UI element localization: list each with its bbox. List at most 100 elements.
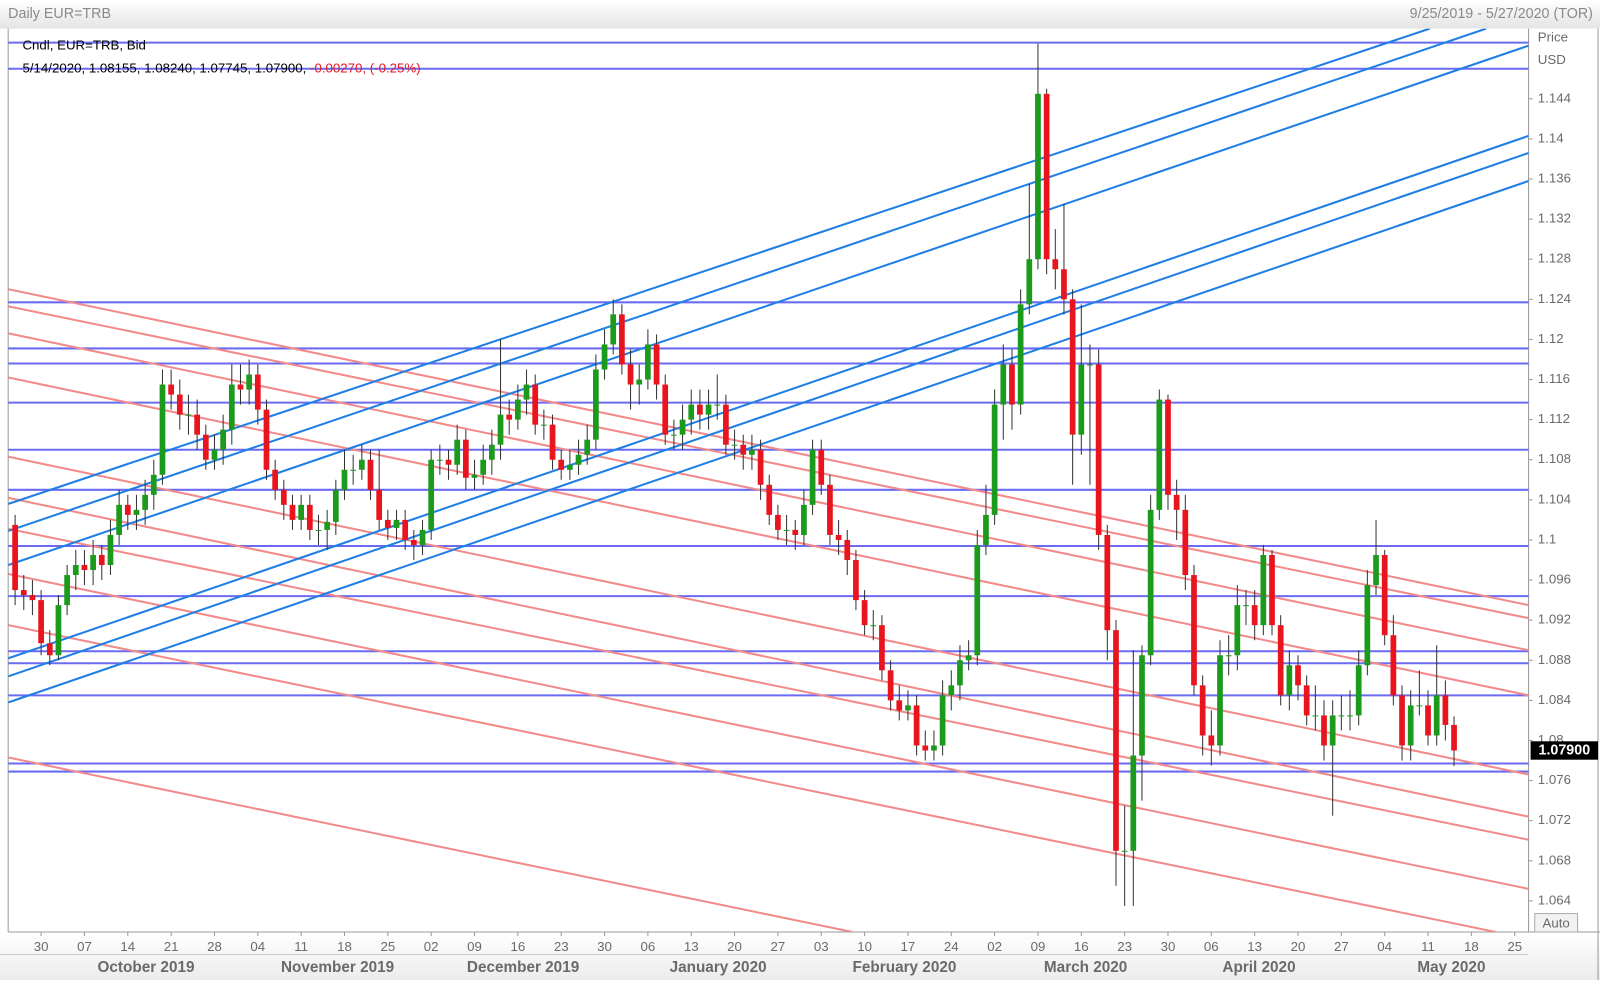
candle-body bbox=[974, 544, 981, 656]
legend-values: 5/14/2020, 1.08155, 1.08240, 1.07745, 1.… bbox=[22, 60, 420, 75]
legend: Cndl, EUR=TRB, Bid 5/14/2020, 1.08155, 1… bbox=[22, 37, 420, 74]
candle-body bbox=[1338, 715, 1345, 717]
candle-body bbox=[671, 434, 677, 436]
candle-body bbox=[1364, 585, 1371, 666]
candle-body bbox=[38, 600, 44, 644]
candle-body bbox=[749, 449, 755, 455]
x-tick-label: 27 bbox=[771, 939, 786, 954]
candle-body bbox=[1165, 399, 1171, 495]
candle-body bbox=[384, 519, 391, 528]
x-tick-label: 16 bbox=[1074, 939, 1089, 954]
x-tick-label: 18 bbox=[1464, 939, 1479, 954]
candle-body bbox=[436, 459, 443, 461]
candle-body bbox=[679, 419, 686, 435]
y-tick-label: 1.132 bbox=[1538, 211, 1571, 226]
candle-body bbox=[1234, 605, 1241, 656]
candle-body bbox=[194, 414, 200, 435]
candle-body bbox=[575, 454, 582, 465]
candle-body bbox=[1390, 635, 1397, 696]
candle-body bbox=[176, 394, 183, 415]
candle-body bbox=[1043, 93, 1050, 260]
trend-line bbox=[8, 151, 1529, 678]
date-range: 9/25/2019 - 5/27/2020 (TOR) bbox=[1410, 6, 1593, 22]
plot-area bbox=[8, 28, 1529, 932]
x-tick-label: 18 bbox=[337, 939, 352, 954]
candle-body bbox=[1000, 364, 1007, 405]
y-tick-label: 1.108 bbox=[1538, 451, 1571, 466]
y-axis-unit: USD bbox=[1538, 52, 1566, 67]
header-bar bbox=[0, 0, 1600, 29]
legend-title: Cndl, EUR=TRB, Bid bbox=[22, 37, 145, 52]
candle-body bbox=[1312, 715, 1319, 717]
x-tick-label: 30 bbox=[34, 939, 49, 954]
candle-body bbox=[697, 404, 703, 415]
x-tick-label: 20 bbox=[1291, 939, 1306, 954]
candle-body bbox=[1295, 665, 1301, 686]
x-tick-label: 09 bbox=[467, 939, 482, 954]
candle-body bbox=[116, 504, 122, 535]
y-tick-label: 1.104 bbox=[1538, 491, 1571, 506]
candle-body bbox=[532, 384, 539, 425]
candle-body bbox=[809, 449, 816, 505]
candle-body bbox=[272, 469, 279, 490]
trend-line bbox=[8, 756, 853, 932]
y-tick-label: 1.064 bbox=[1538, 892, 1571, 907]
legend-change: -0.00270, bbox=[310, 60, 366, 75]
candle-body bbox=[584, 439, 591, 455]
candle-body bbox=[1381, 554, 1388, 636]
candle-body bbox=[757, 449, 764, 485]
month-label: February 2020 bbox=[853, 959, 957, 976]
candle-body bbox=[653, 344, 660, 385]
candle-body bbox=[1399, 695, 1405, 746]
candle-body bbox=[1321, 715, 1327, 746]
auto-button[interactable] bbox=[1534, 913, 1579, 933]
candle-body bbox=[254, 374, 261, 410]
y-tick-label: 1.14 bbox=[1538, 130, 1564, 145]
last-price-label: 1.07900 bbox=[1538, 742, 1590, 758]
y-tick-label: 1.144 bbox=[1538, 90, 1571, 105]
auto-label[interactable]: Auto bbox=[1543, 915, 1570, 930]
candle-body bbox=[1061, 269, 1067, 300]
candle-body bbox=[159, 384, 166, 475]
candle-body bbox=[1130, 755, 1137, 851]
candle-body bbox=[1225, 655, 1232, 657]
candle-body bbox=[1087, 364, 1093, 366]
x-tick-label: 28 bbox=[207, 939, 222, 954]
x-tick-label: 23 bbox=[1117, 939, 1132, 954]
candle-body bbox=[853, 560, 859, 601]
legend-high: 1.08240, bbox=[144, 60, 196, 75]
trend-line bbox=[8, 573, 1529, 890]
candle-body bbox=[1243, 605, 1249, 607]
candle-body bbox=[228, 384, 235, 430]
candle-body bbox=[367, 459, 374, 490]
candle-body bbox=[471, 474, 478, 478]
x-tick-label: 14 bbox=[120, 939, 135, 954]
y-tick-label: 1.092 bbox=[1538, 612, 1571, 627]
trend-line bbox=[8, 376, 1529, 697]
y-tick-label: 1.124 bbox=[1538, 291, 1571, 306]
candle-body bbox=[1251, 605, 1258, 626]
candle-body bbox=[948, 685, 955, 696]
trend-line bbox=[8, 180, 1529, 704]
candle-body bbox=[1442, 695, 1449, 725]
month-label: November 2019 bbox=[281, 959, 394, 976]
candle-body bbox=[1416, 705, 1423, 707]
candle-body bbox=[887, 670, 894, 701]
candle-body bbox=[645, 344, 651, 380]
candle-body bbox=[541, 424, 547, 426]
candle-body bbox=[1156, 399, 1163, 510]
candle-body bbox=[1069, 299, 1076, 435]
candle-body bbox=[419, 529, 426, 545]
x-tick-label: 30 bbox=[1161, 939, 1176, 954]
candle-body bbox=[29, 595, 36, 601]
candle-body bbox=[280, 489, 287, 505]
candle-body bbox=[593, 369, 599, 440]
candle-body bbox=[46, 643, 53, 656]
candle-body bbox=[107, 534, 114, 566]
x-tick-label: 25 bbox=[380, 939, 395, 954]
candle-body bbox=[220, 429, 227, 450]
candle-body bbox=[1199, 685, 1206, 736]
y-tick-label: 1.128 bbox=[1538, 251, 1571, 266]
candle-body bbox=[81, 565, 88, 571]
candle-body bbox=[168, 384, 174, 395]
